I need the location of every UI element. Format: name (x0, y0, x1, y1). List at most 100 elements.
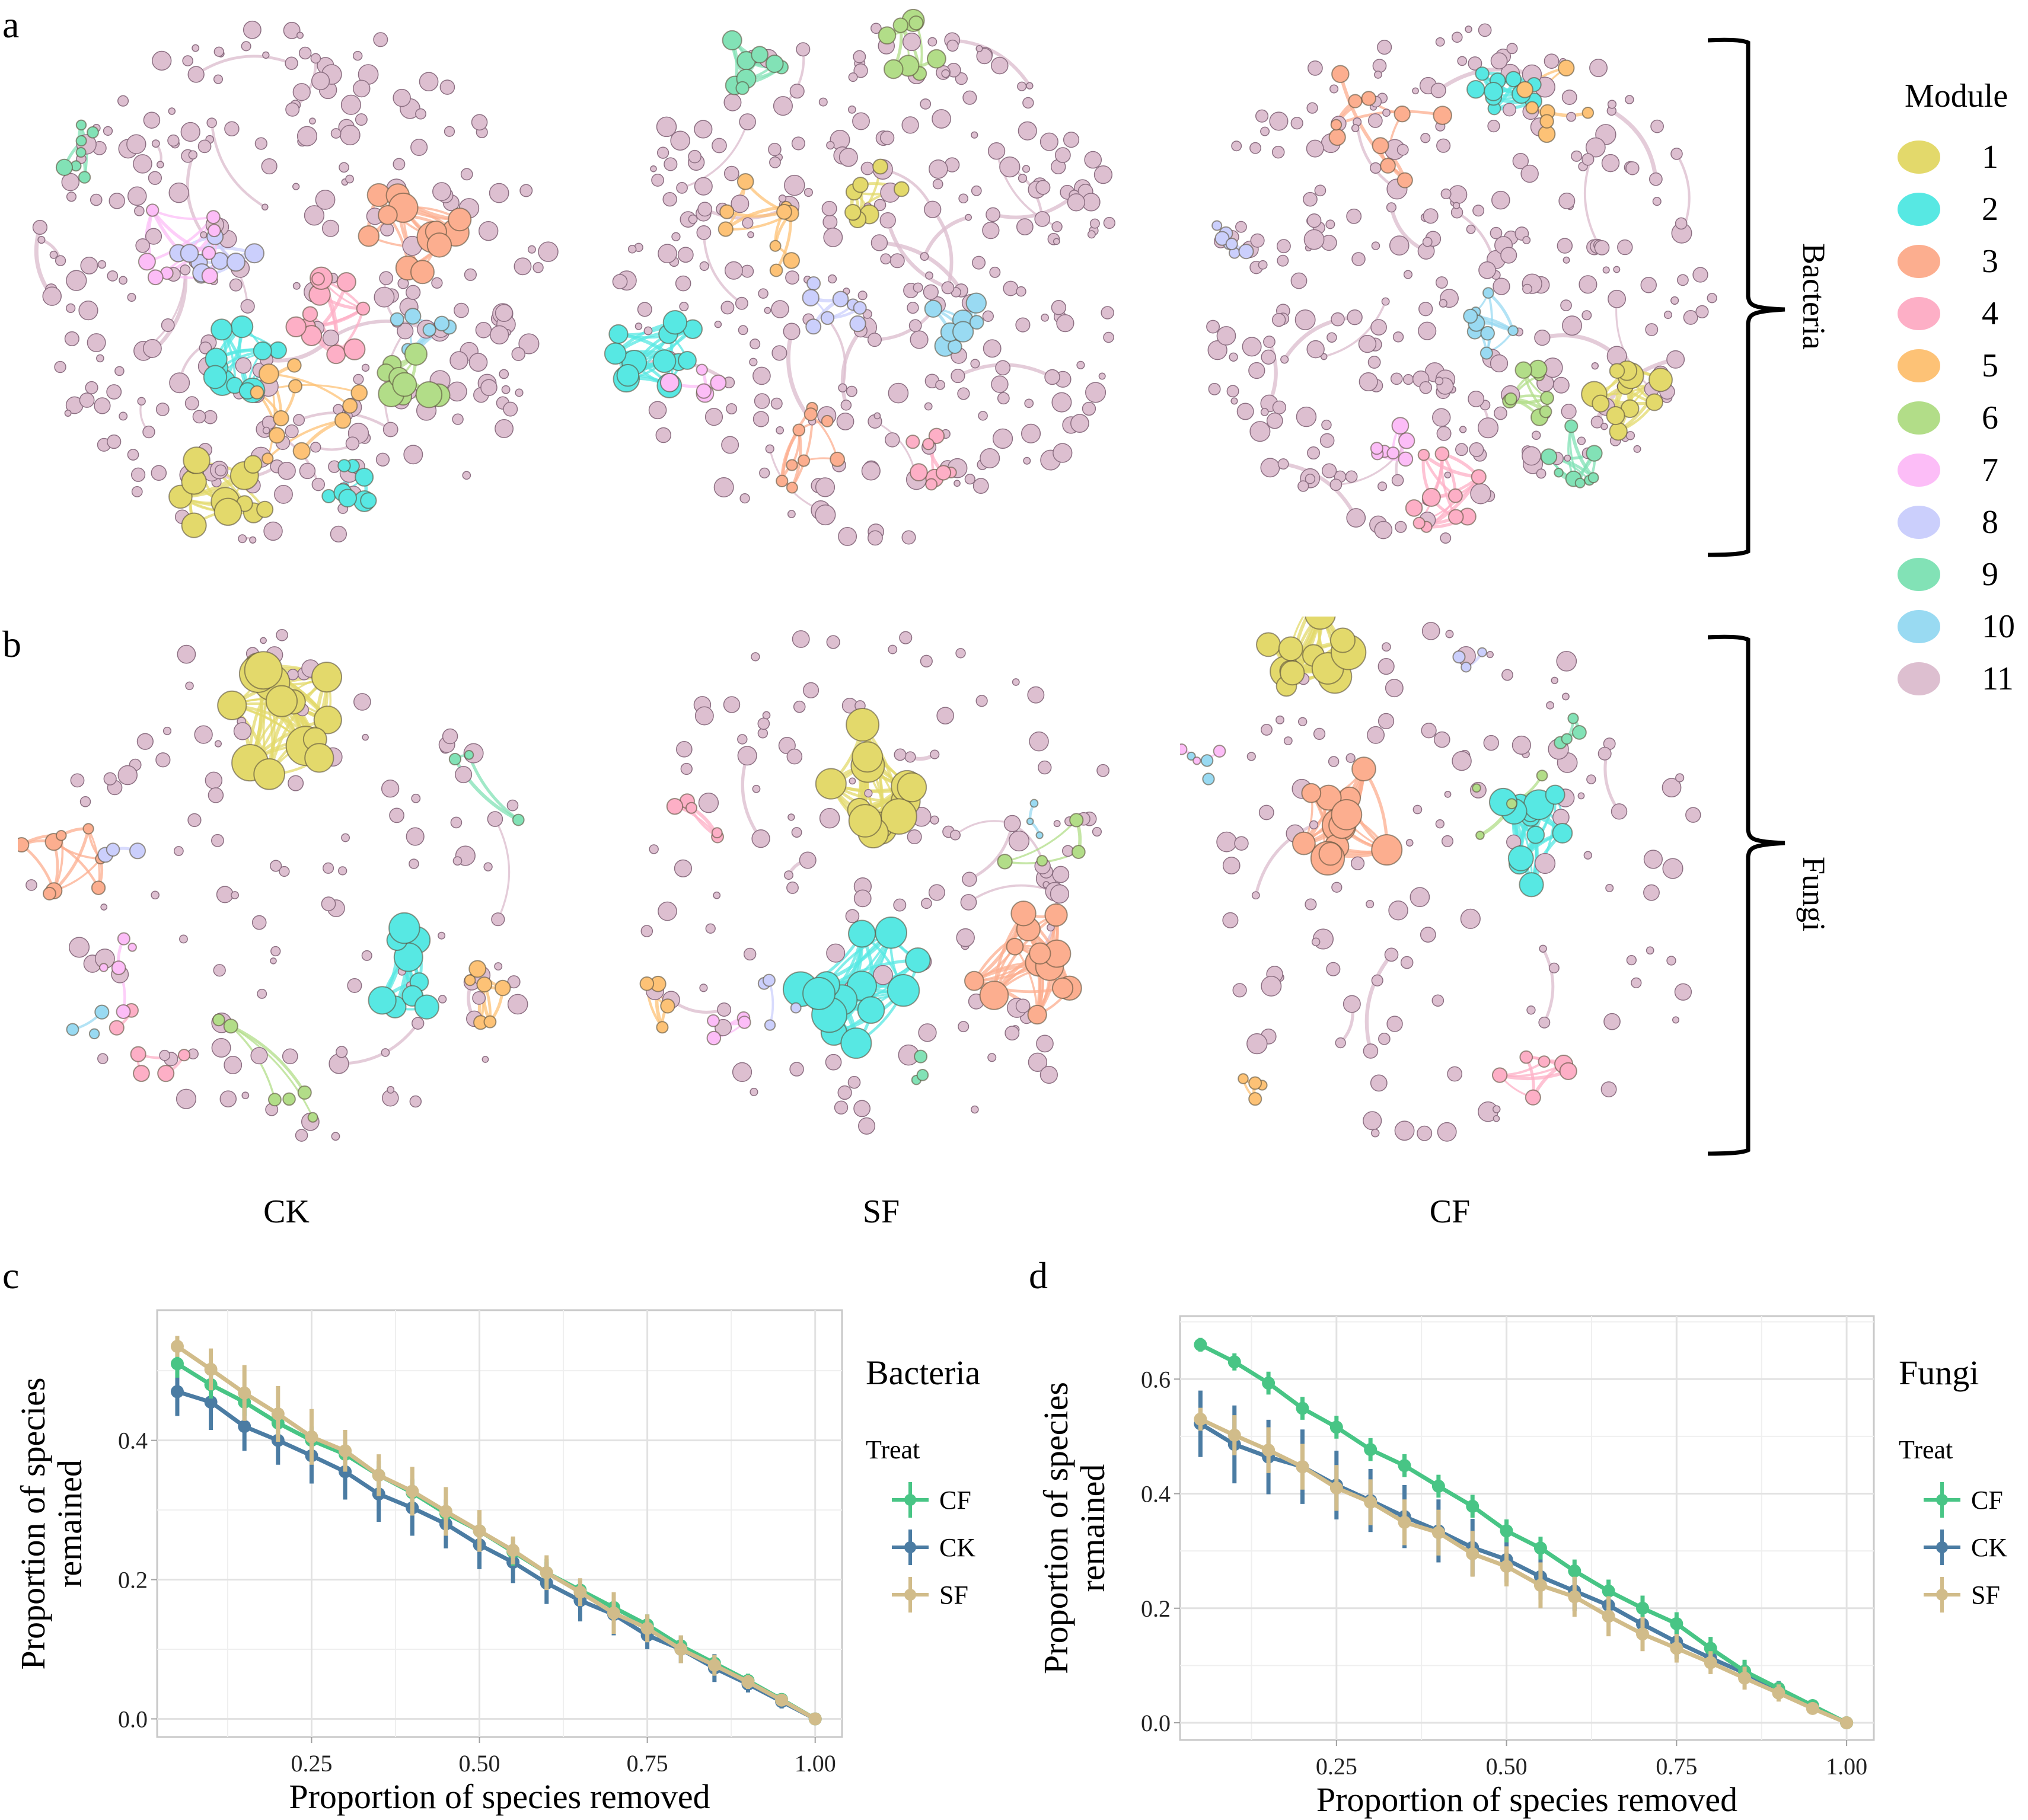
network-node (771, 300, 789, 318)
network-node (1260, 408, 1269, 416)
network-node-module-3 (792, 423, 806, 437)
network-node (1363, 1043, 1379, 1059)
network-node (1297, 717, 1308, 726)
network-node (925, 271, 933, 280)
module-legend-item-10: 10 (1898, 603, 2015, 650)
network-node (823, 227, 843, 247)
network-node (1384, 947, 1399, 962)
network-node (1003, 280, 1019, 296)
network-node-module-10 (924, 299, 942, 318)
network-node (97, 1053, 109, 1064)
network-node (694, 706, 714, 726)
network-node (1645, 323, 1659, 336)
y-tick-label: 0.0 (1141, 1710, 1171, 1736)
network-node (932, 109, 951, 129)
network-edge (681, 121, 749, 189)
network-node-module-1 (311, 662, 343, 693)
network-node (262, 51, 270, 59)
network-node (1015, 317, 1031, 333)
network-node (347, 978, 362, 993)
network-node-module-6 (908, 15, 924, 31)
network-node-module-1 (815, 768, 847, 800)
network-node (1649, 172, 1663, 186)
network-node (697, 202, 713, 217)
network-node (936, 707, 954, 724)
network-node (200, 231, 208, 239)
network-node (119, 276, 127, 285)
network-node (211, 1037, 231, 1058)
legend-item-CK: CK (889, 1530, 975, 1565)
network-node (1230, 397, 1238, 405)
network-node (826, 635, 840, 649)
network-node (1600, 423, 1608, 430)
network-node (197, 139, 212, 154)
network-node (1246, 1033, 1268, 1055)
network-node-module-8 (1452, 650, 1466, 664)
network-node (1546, 701, 1555, 710)
network-node-module-1 (897, 772, 927, 803)
network-edge (1542, 333, 1618, 358)
network-node (1662, 858, 1683, 879)
network-node (1436, 426, 1452, 441)
network-node (117, 95, 129, 107)
network-node (126, 134, 146, 154)
network-node (188, 150, 197, 159)
network-node-module-5 (495, 979, 511, 997)
network-edge (923, 215, 969, 257)
network-node (1035, 180, 1051, 195)
network-node (750, 339, 761, 350)
network-node (1579, 275, 1597, 294)
network-node (381, 780, 400, 798)
network-node-module-5 (288, 379, 303, 394)
network-node (66, 270, 87, 291)
network-node (1646, 946, 1654, 955)
network-node (1692, 267, 1708, 283)
network-node (352, 50, 363, 61)
network-node (507, 994, 528, 1015)
network-node (737, 746, 757, 766)
network-node-module-10 (422, 323, 436, 337)
network-node (1666, 350, 1685, 369)
network-node (723, 165, 739, 181)
network-node (1434, 376, 1444, 385)
network-edge (1611, 108, 1658, 180)
network-node (431, 277, 443, 289)
network-node (156, 161, 164, 169)
network-node (664, 157, 678, 171)
network-node (1345, 470, 1358, 483)
network-node (991, 375, 1009, 393)
network-node (1258, 260, 1268, 270)
network-node-module-4 (1559, 1062, 1577, 1080)
network-node-module-10 (88, 1028, 100, 1040)
network-node (1056, 314, 1074, 333)
nodes (18, 628, 528, 1142)
network-node (480, 379, 498, 397)
network-node-module-3 (803, 407, 818, 422)
data-point-CF (1568, 1564, 1581, 1578)
network-edge (210, 122, 266, 209)
network-node (834, 1100, 849, 1115)
network-node (972, 256, 986, 270)
network-node (1551, 676, 1558, 685)
network-node (1307, 446, 1321, 460)
network-node (1465, 25, 1472, 33)
network-node-module-4 (133, 1065, 150, 1083)
network-node (1305, 474, 1316, 484)
network-node (1650, 119, 1664, 133)
x-tick-label: 0.50 (459, 1750, 500, 1777)
network-node (276, 628, 288, 641)
network-node (674, 859, 693, 877)
data-point-CF (1262, 1377, 1276, 1390)
network-node (1558, 192, 1576, 209)
network-node-module-7 (147, 269, 164, 286)
network-node (1493, 1115, 1500, 1122)
network-node (720, 301, 735, 315)
network-node (1263, 336, 1276, 348)
network-node (802, 682, 820, 698)
x-tick-label: 1.00 (795, 1750, 836, 1777)
network-node (1493, 277, 1510, 295)
network-node-module-3 (358, 225, 380, 247)
network-node (1422, 237, 1433, 247)
series-CF (1194, 1337, 1854, 1730)
network-node (752, 366, 771, 385)
